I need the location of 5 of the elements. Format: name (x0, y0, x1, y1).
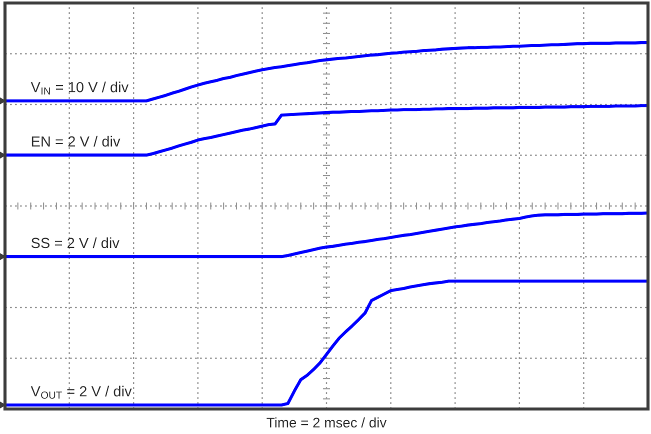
series-label: V$_{OUT}$ = 2 V / div (30, 386, 132, 399)
series-label: V$_{IN}$ = 10 V / div (30, 82, 129, 94)
series-label: EN = 2 V / div (32, 136, 120, 147)
x-axis-title: Time = 2 msec / div (266, 417, 387, 428)
series-label: SS = 2 V / div (31, 237, 120, 248)
